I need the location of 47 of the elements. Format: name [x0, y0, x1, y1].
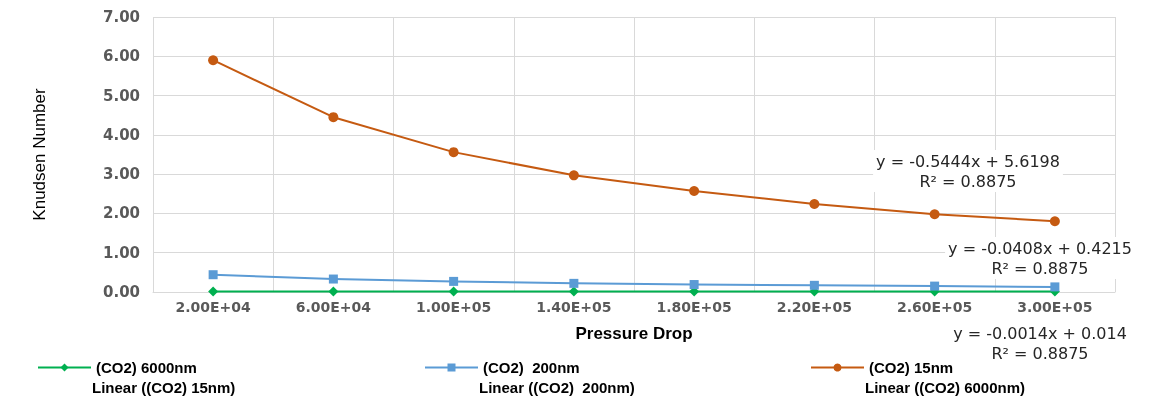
text: Linear ((CO2) 200nm) [479, 379, 635, 396]
text: Linear ((CO2) 15nm) [92, 379, 236, 396]
legend-label: (CO2) 200nm [483, 359, 580, 376]
legend-label: (CO2) 6000nm [96, 359, 197, 376]
x-tick-label: 2.20E+05 [776, 299, 853, 315]
point [208, 286, 219, 297]
point [930, 281, 940, 291]
x-tick-label: 1.80E+05 [656, 299, 732, 315]
x-tick-label: 6.00E+04 [295, 299, 372, 315]
point [208, 270, 218, 280]
point [448, 286, 459, 297]
annotation: y = -0.5444x + 5.6198 R² = 0.8875 [876, 151, 1060, 191]
point [689, 280, 699, 290]
y-tick-label: 4.00 [103, 125, 141, 144]
point [1049, 216, 1060, 227]
point [328, 274, 338, 284]
point [1050, 282, 1060, 292]
x-tick-label: 1.00E+05 [415, 299, 492, 315]
point [569, 278, 579, 288]
text: y = -0.0014x + 0.014 R² = 0.8875 [953, 323, 1127, 363]
point [328, 286, 339, 297]
annotation: y = -0.0408x + 0.4215 R² = 0.8875 [948, 238, 1132, 278]
y-tick-label: 0.00 [103, 283, 141, 301]
y-tick-label: 5.00 [103, 86, 141, 105]
point [809, 199, 820, 209]
y-tick-label: 3.00 [103, 165, 141, 184]
x-tick-label: 3.00E+05 [1017, 299, 1093, 315]
y-tick-label: 2.00 [103, 204, 141, 223]
point [689, 186, 700, 197]
point [929, 209, 940, 220]
x-axis-title: Pressure Drop [575, 324, 693, 343]
y-tick-label: 7.00 [103, 8, 141, 26]
x-tick-label: 2.00E+04 [175, 299, 252, 315]
point [448, 147, 459, 158]
x-tick-label: 1.40E+05 [536, 299, 612, 315]
x-tick-label: 2.60E+05 [896, 299, 973, 315]
point [328, 112, 339, 123]
point [568, 170, 579, 181]
point [208, 55, 219, 66]
point [809, 280, 819, 290]
point [568, 286, 579, 297]
legend-label: (CO2) 15nm [869, 359, 954, 376]
text: Linear ((CO2) 6000nm) [865, 379, 1026, 396]
y-axis-title: Knudsen Number [30, 88, 49, 221]
point [449, 276, 459, 286]
y-tick-label: 1.00 [103, 243, 141, 262]
y-tick-label: 6.00 [103, 47, 141, 66]
